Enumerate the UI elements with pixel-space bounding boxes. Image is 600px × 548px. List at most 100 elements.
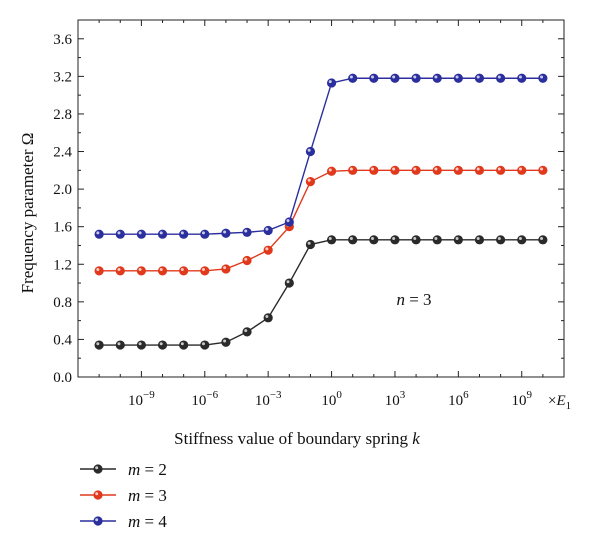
x-axis-title-var: k bbox=[412, 429, 420, 448]
data-point bbox=[94, 340, 104, 350]
data-point-highlight bbox=[201, 342, 205, 346]
plot-area: 0.0 0.4 0.8 1.2 1.6 2.0 2.4 2.8 3.2 3.6 10−9 10−6 10… bbox=[53, 19, 565, 409]
data-point-highlight bbox=[265, 227, 269, 231]
data-point-highlight bbox=[117, 231, 121, 235]
data-point bbox=[157, 266, 168, 276]
data-point bbox=[305, 146, 316, 157]
data-point-highlight bbox=[328, 237, 332, 241]
data-point-highlight bbox=[476, 75, 480, 79]
data-point bbox=[496, 73, 506, 83]
data-point bbox=[411, 235, 421, 245]
data-point bbox=[200, 229, 210, 239]
data-point bbox=[263, 245, 273, 255]
data-point bbox=[157, 340, 168, 350]
data-point bbox=[326, 235, 337, 245]
data-point-highlight bbox=[497, 167, 501, 171]
series-3 bbox=[94, 73, 548, 239]
data-point-highlight bbox=[96, 268, 100, 272]
data-point-highlight bbox=[455, 237, 459, 241]
data-point bbox=[538, 165, 548, 175]
data-point-highlight bbox=[138, 268, 142, 272]
annotation-var: n bbox=[396, 290, 405, 309]
data-point bbox=[453, 235, 463, 245]
data-point-highlight bbox=[223, 266, 227, 270]
data-point-highlight bbox=[244, 257, 248, 261]
annotation-rest: = 3 bbox=[405, 290, 432, 309]
data-point bbox=[136, 229, 146, 239]
data-point bbox=[432, 73, 442, 83]
data-point-highlight bbox=[201, 268, 205, 272]
data-point bbox=[517, 73, 527, 83]
legend-marker-highlight bbox=[95, 492, 99, 496]
data-point bbox=[221, 264, 231, 274]
series-2 bbox=[94, 165, 548, 276]
data-point-highlight bbox=[265, 247, 269, 251]
data-point bbox=[369, 165, 379, 175]
data-point bbox=[453, 165, 463, 175]
series-line bbox=[99, 239, 543, 346]
legend-label: m = 4 bbox=[128, 512, 167, 531]
legend-item-3: m = 4 bbox=[80, 512, 167, 531]
data-point-highlight bbox=[349, 237, 353, 241]
y-tick-label: 2.0 bbox=[53, 182, 72, 198]
data-point bbox=[179, 229, 189, 239]
annotation-n: n = 3 bbox=[396, 290, 431, 309]
data-point-highlight bbox=[180, 268, 184, 272]
legend-marker bbox=[93, 464, 103, 474]
data-point-highlight bbox=[349, 167, 353, 171]
x-tick-label: 103 bbox=[385, 389, 406, 409]
data-point-highlight bbox=[159, 231, 163, 235]
data-point bbox=[263, 313, 273, 323]
data-point-highlight bbox=[180, 342, 184, 346]
data-point bbox=[326, 78, 337, 88]
legend-marker-highlight bbox=[95, 518, 99, 522]
data-point-highlight bbox=[434, 167, 438, 171]
data-point-highlight bbox=[159, 268, 163, 272]
data-point-highlight bbox=[349, 75, 353, 79]
data-point-highlight bbox=[138, 342, 142, 346]
data-point bbox=[474, 165, 485, 175]
data-point bbox=[348, 165, 358, 175]
data-point-highlight bbox=[371, 167, 375, 171]
data-point-highlight bbox=[540, 237, 544, 241]
data-point bbox=[305, 239, 316, 250]
data-point bbox=[496, 165, 506, 175]
data-point-highlight bbox=[497, 75, 501, 79]
data-point bbox=[432, 235, 442, 245]
data-point-highlight bbox=[223, 230, 227, 234]
y-tick-label: 3.6 bbox=[53, 32, 72, 48]
data-point bbox=[284, 278, 294, 288]
data-point-highlight bbox=[286, 219, 290, 223]
data-point bbox=[115, 229, 125, 239]
data-point-highlight bbox=[159, 342, 163, 346]
data-point-highlight bbox=[244, 229, 248, 233]
plot-frame bbox=[77, 19, 565, 378]
y-axis-title-text: Frequency parameter Ω bbox=[18, 133, 37, 294]
data-point bbox=[115, 266, 125, 276]
x-tick-label: 109 bbox=[511, 389, 532, 409]
data-point-highlight bbox=[434, 75, 438, 79]
data-point-highlight bbox=[201, 231, 205, 235]
data-point bbox=[390, 235, 400, 245]
x-tick-label: 10−3 bbox=[255, 389, 282, 409]
data-point bbox=[517, 235, 527, 245]
data-point bbox=[538, 235, 548, 245]
x-unit-symbol: E bbox=[555, 393, 565, 409]
data-point-highlight bbox=[540, 75, 544, 79]
data-point bbox=[115, 340, 125, 350]
data-point bbox=[305, 176, 316, 187]
data-point-highlight bbox=[328, 168, 332, 172]
data-point-highlight bbox=[476, 237, 480, 241]
legend: m = 2 m = 3 m = 4 bbox=[80, 460, 167, 531]
data-point-highlight bbox=[518, 75, 522, 79]
data-point-highlight bbox=[117, 342, 121, 346]
y-axis-title: Frequency parameter Ω bbox=[18, 133, 37, 294]
data-point-highlight bbox=[455, 75, 459, 79]
data-point bbox=[136, 340, 146, 350]
data-point bbox=[390, 165, 400, 175]
data-point-highlight bbox=[540, 167, 544, 171]
data-point bbox=[453, 73, 463, 83]
data-point-highlight bbox=[434, 237, 438, 241]
data-point bbox=[411, 165, 421, 175]
data-point bbox=[200, 266, 210, 276]
